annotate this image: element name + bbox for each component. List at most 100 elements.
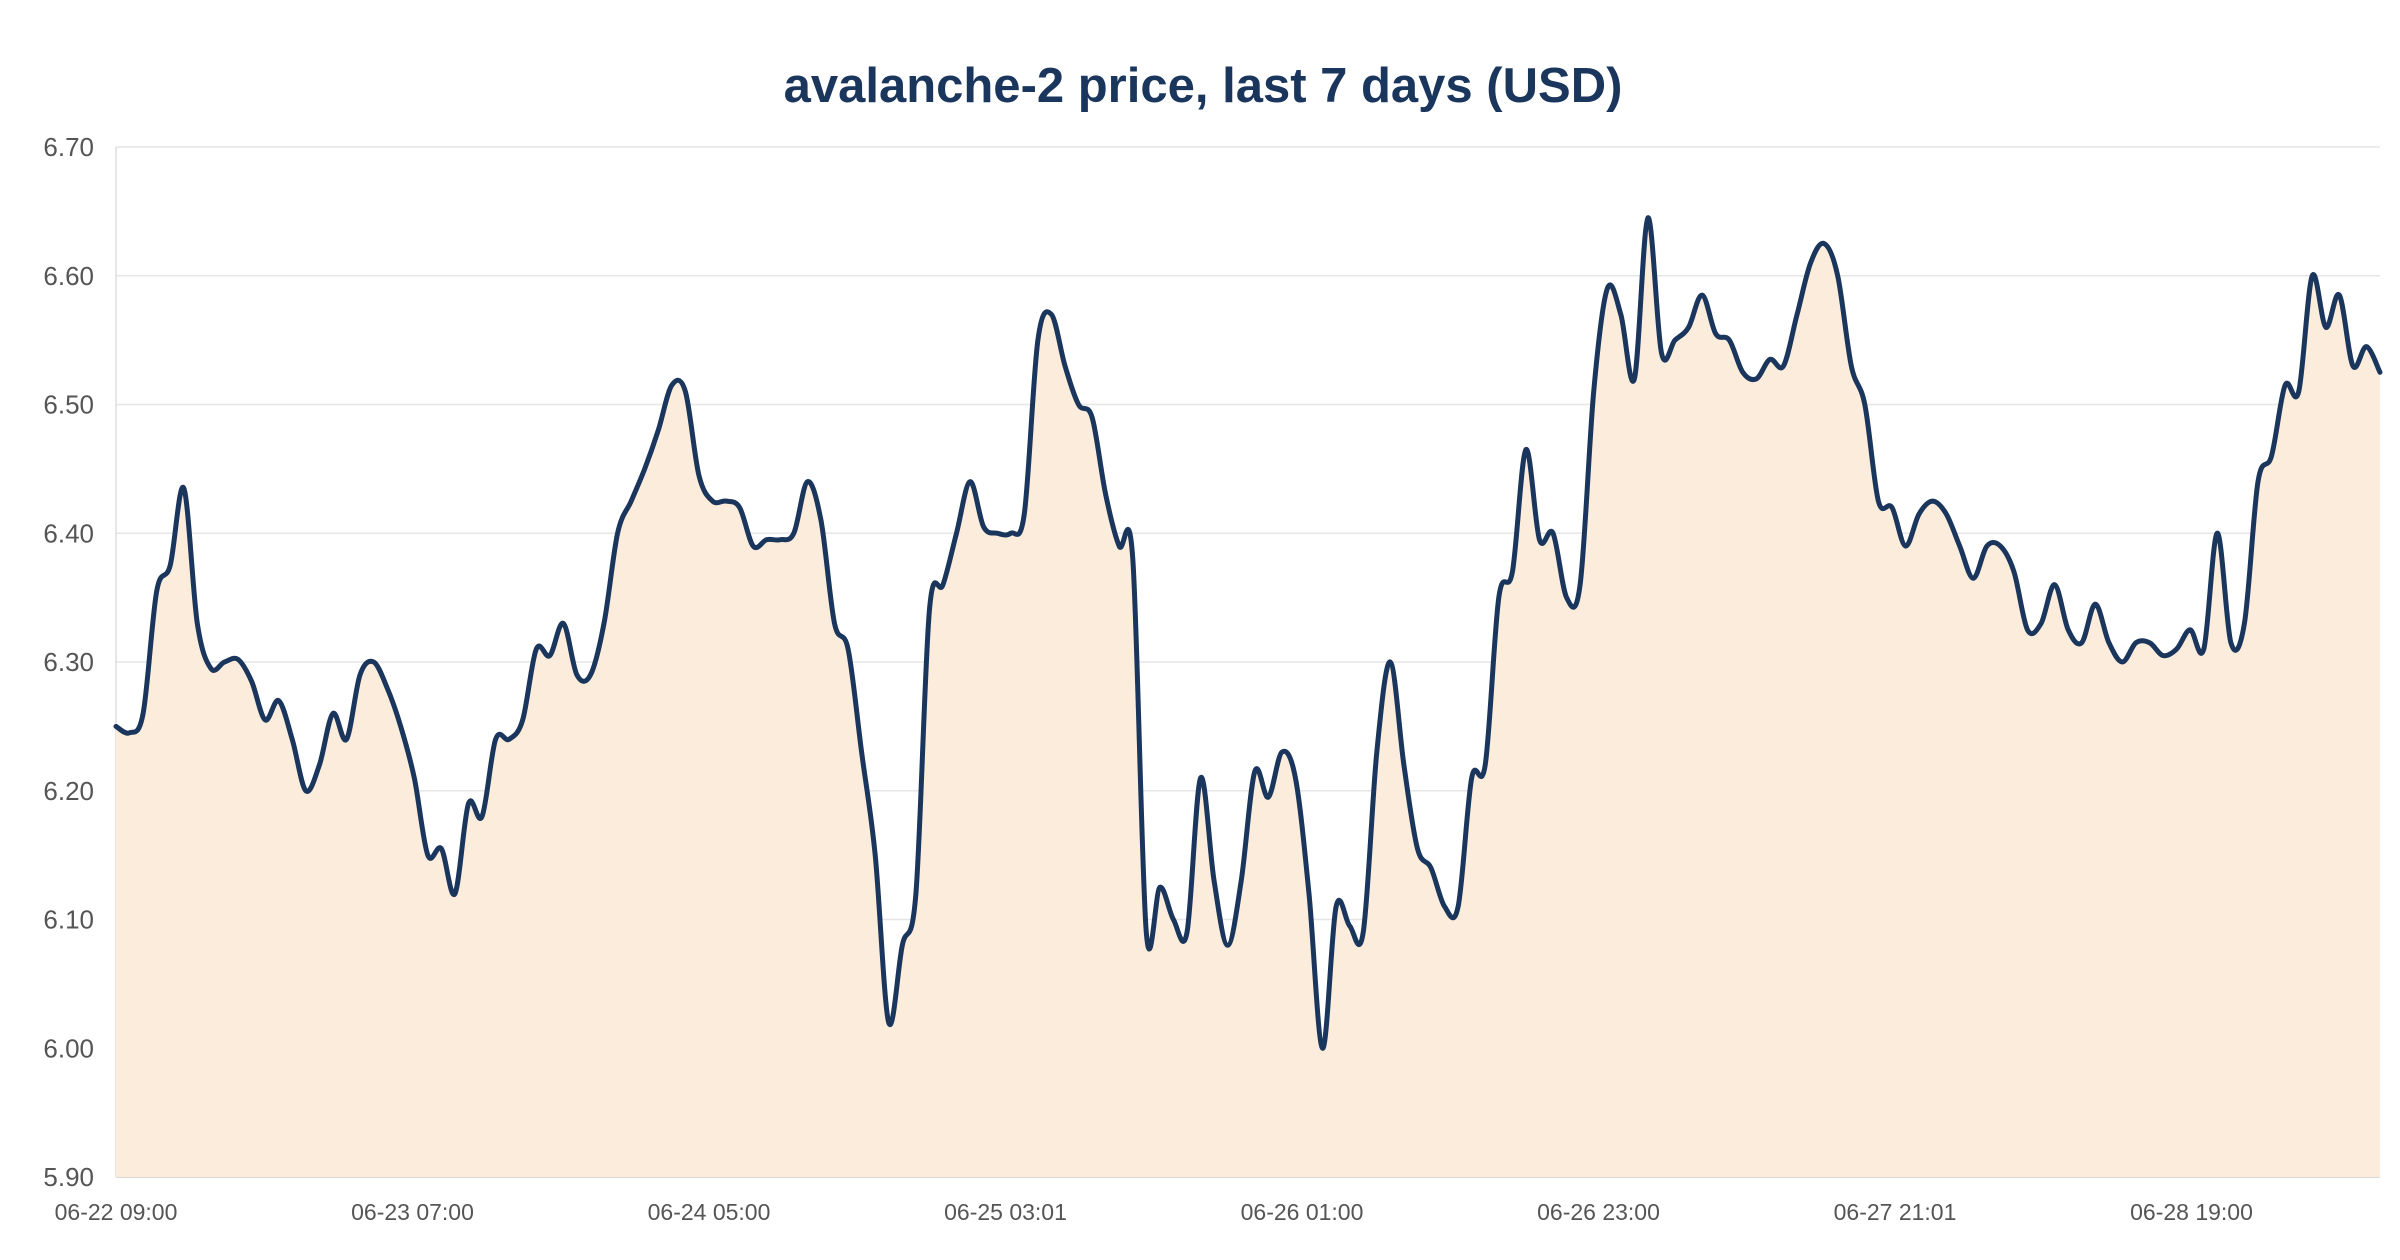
data-point bbox=[628, 498, 634, 504]
data-point bbox=[1794, 311, 1800, 317]
data-point bbox=[1957, 543, 1963, 549]
data-point bbox=[1252, 768, 1258, 774]
data-point bbox=[289, 736, 295, 742]
data-point bbox=[2147, 640, 2153, 646]
y-tick-label: 6.10 bbox=[43, 905, 94, 935]
data-point bbox=[2052, 582, 2058, 588]
data-point bbox=[411, 775, 417, 781]
data-point bbox=[1157, 884, 1163, 890]
data-point bbox=[967, 479, 973, 485]
data-point bbox=[696, 472, 702, 478]
data-point bbox=[506, 736, 512, 742]
data-point bbox=[2025, 627, 2031, 633]
data-point bbox=[994, 530, 1000, 536]
data-point bbox=[1523, 447, 1529, 453]
data-point bbox=[330, 711, 336, 717]
data-point bbox=[113, 723, 119, 729]
data-point bbox=[737, 505, 743, 511]
data-point bbox=[235, 656, 241, 662]
data-point bbox=[818, 517, 824, 523]
data-point bbox=[1347, 923, 1353, 929]
data-point bbox=[1997, 543, 2003, 549]
data-point bbox=[384, 685, 390, 691]
data-point bbox=[1550, 530, 1556, 536]
data-point bbox=[2323, 324, 2329, 330]
y-tick-label: 6.30 bbox=[43, 647, 94, 677]
data-point bbox=[1767, 356, 1773, 362]
data-point bbox=[1021, 511, 1027, 517]
data-point bbox=[2133, 640, 2139, 646]
data-point bbox=[1469, 775, 1475, 781]
data-point bbox=[1225, 942, 1231, 948]
data-point bbox=[438, 846, 444, 852]
data-point bbox=[2214, 530, 2220, 536]
data-point bbox=[533, 646, 539, 652]
data-point bbox=[1062, 363, 1068, 369]
data-point bbox=[2269, 453, 2275, 459]
data-point bbox=[764, 537, 770, 543]
data-point bbox=[1753, 376, 1759, 382]
data-point bbox=[1889, 505, 1895, 511]
data-point bbox=[655, 427, 661, 433]
data-point bbox=[560, 620, 566, 626]
data-point bbox=[1333, 904, 1339, 910]
data-point bbox=[1916, 511, 1922, 517]
data-point bbox=[1008, 530, 1014, 536]
data-point bbox=[1482, 762, 1488, 768]
data-point bbox=[1143, 929, 1149, 935]
data-point bbox=[127, 730, 133, 736]
data-point bbox=[1455, 904, 1461, 910]
y-tick-label: 5.90 bbox=[43, 1162, 94, 1192]
data-point bbox=[479, 814, 485, 820]
data-point bbox=[1035, 337, 1041, 343]
data-point bbox=[2160, 653, 2166, 659]
data-point bbox=[2092, 601, 2098, 607]
data-point bbox=[2187, 627, 2193, 633]
data-point bbox=[2363, 344, 2369, 350]
data-point bbox=[222, 659, 228, 665]
x-tick-label: 06-26 23:00 bbox=[1537, 1199, 1660, 1225]
data-point bbox=[1943, 511, 1949, 517]
data-point bbox=[750, 543, 756, 549]
data-point bbox=[1415, 846, 1421, 852]
data-point bbox=[316, 762, 322, 768]
data-point bbox=[452, 891, 458, 897]
data-point bbox=[574, 672, 580, 678]
data-point bbox=[1604, 286, 1610, 292]
data-point bbox=[1808, 260, 1814, 266]
x-tick-label: 06-25 03:01 bbox=[944, 1199, 1067, 1225]
data-point bbox=[2065, 627, 2071, 633]
x-tick-label: 06-24 05:00 bbox=[648, 1199, 771, 1225]
data-point bbox=[1116, 543, 1122, 549]
data-point bbox=[981, 524, 987, 530]
y-tick-label: 6.50 bbox=[43, 390, 94, 420]
data-point bbox=[2350, 363, 2356, 369]
price-line bbox=[113, 215, 2383, 1051]
data-point bbox=[1198, 775, 1204, 781]
data-point bbox=[1740, 369, 1746, 375]
data-point bbox=[2296, 389, 2302, 395]
chart-title: avalanche-2 price, last 7 days (USD) bbox=[784, 59, 1623, 113]
data-point bbox=[2255, 479, 2261, 485]
data-point bbox=[899, 942, 905, 948]
data-point bbox=[588, 672, 594, 678]
data-point bbox=[1699, 292, 1705, 298]
data-point bbox=[371, 659, 377, 665]
data-point bbox=[2309, 273, 2315, 279]
data-point bbox=[940, 582, 946, 588]
data-point bbox=[642, 466, 648, 472]
price-area-fill bbox=[116, 217, 2380, 1178]
data-point bbox=[154, 588, 160, 594]
data-point bbox=[682, 389, 688, 395]
data-point bbox=[1401, 762, 1407, 768]
data-point bbox=[710, 498, 716, 504]
x-tick-label: 06-23 07:00 bbox=[351, 1199, 474, 1225]
data-point bbox=[832, 620, 838, 626]
data-point bbox=[547, 653, 553, 659]
data-point bbox=[615, 530, 621, 536]
data-point bbox=[1089, 414, 1095, 420]
plot-area bbox=[113, 215, 2383, 1178]
data-point bbox=[1781, 363, 1787, 369]
data-point bbox=[2011, 569, 2017, 575]
